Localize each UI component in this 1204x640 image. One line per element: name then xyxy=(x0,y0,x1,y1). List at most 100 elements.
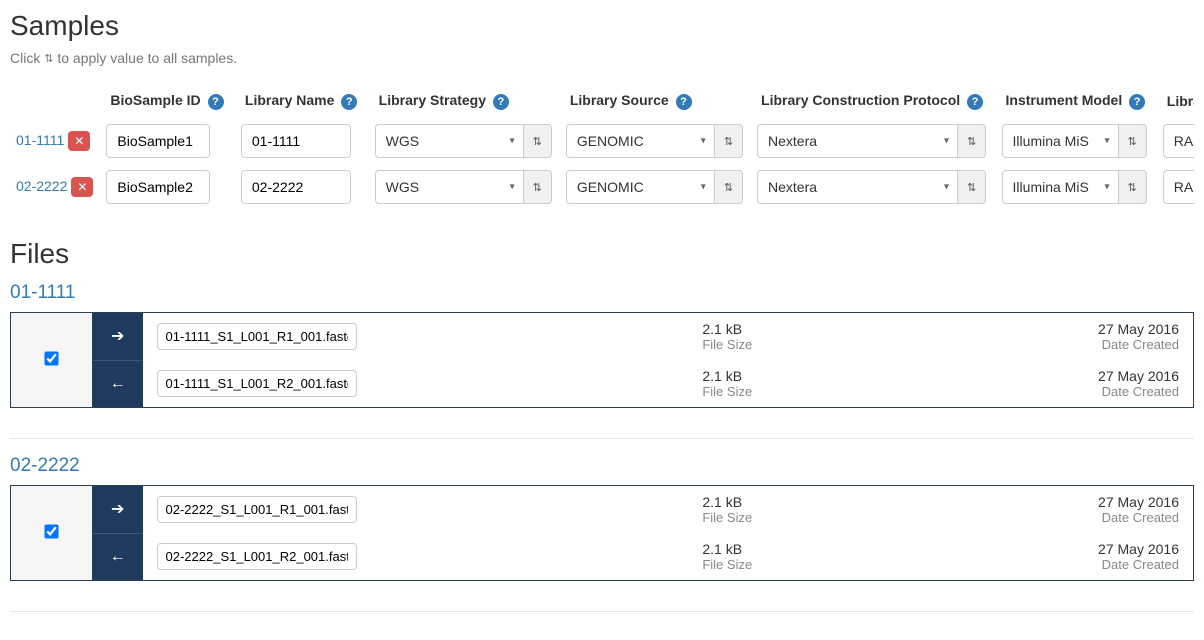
file-date-label: Date Created xyxy=(1098,337,1179,352)
samples-hint: Click ⇅ to apply value to all samples. xyxy=(10,50,1194,66)
hint-suffix: to apply value to all samples. xyxy=(53,50,237,66)
file-checkbox-cell xyxy=(11,313,93,408)
col-instrument-label: Instrument Model xyxy=(1006,92,1123,108)
file-row: ← 2.1 kB File Size 27 May 2016 Date Crea… xyxy=(11,533,1194,581)
protocol-select[interactable]: Nextera xyxy=(757,170,957,204)
files-table: ➔ 2.1 kB File Size 27 May 2016 Date Crea… xyxy=(10,312,1194,408)
help-icon[interactable]: ? xyxy=(208,94,224,110)
apply-all-button[interactable]: ⇅ xyxy=(957,170,986,204)
apply-all-icon: ⇅ xyxy=(44,52,53,65)
file-size-meta: 2.1 kB File Size xyxy=(702,541,752,572)
source-select[interactable]: GENOMIC xyxy=(566,170,714,204)
col-protocol-label: Library Construction Protocol xyxy=(761,92,960,108)
help-icon[interactable]: ? xyxy=(1129,94,1145,110)
col-protocol: Library Construction Protocol ? xyxy=(751,84,996,118)
arrow-left-icon: ← xyxy=(93,360,143,408)
col-libname: Library Name ? xyxy=(235,84,369,118)
libname-input[interactable] xyxy=(241,170,351,204)
file-date-meta: 27 May 2016 Date Created xyxy=(1098,494,1179,525)
file-name-input[interactable] xyxy=(157,370,357,397)
file-date-meta: 27 May 2016 Date Created xyxy=(1098,541,1179,572)
samples-title: Samples xyxy=(10,10,1194,42)
col-instrument: Instrument Model ? xyxy=(996,84,1157,118)
apply-all-button[interactable]: ⇅ xyxy=(523,170,552,204)
file-size-value: 2.1 kB xyxy=(702,321,752,337)
table-row: 01-1111✕ WGS ⇅ GENOMIC ⇅ Nextera ⇅ Illum… xyxy=(10,118,1194,164)
group-separator xyxy=(10,438,1194,439)
file-size-value: 2.1 kB xyxy=(702,368,752,384)
hint-prefix: Click xyxy=(10,50,44,66)
samples-table-scroll[interactable]: BioSample ID ? Library Name ? Library St… xyxy=(10,84,1194,214)
libselect-select[interactable]: RA xyxy=(1163,170,1194,204)
group-separator xyxy=(10,611,1194,612)
col-strategy-label: Library Strategy xyxy=(379,92,486,108)
source-select[interactable]: GENOMIC xyxy=(566,124,714,158)
sample-link[interactable]: 01-1111 xyxy=(16,132,64,148)
arrow-right-icon: ➔ xyxy=(93,486,143,534)
col-strategy: Library Strategy ? xyxy=(369,84,560,118)
file-row: ➔ 2.1 kB File Size 27 May 2016 Date Crea… xyxy=(11,486,1194,534)
file-checkbox[interactable] xyxy=(44,351,58,365)
col-source-label: Library Source xyxy=(570,92,669,108)
col-biosample-label: BioSample ID xyxy=(110,92,200,108)
file-date-label: Date Created xyxy=(1098,510,1179,525)
file-row: ← 2.1 kB File Size 27 May 2016 Date Crea… xyxy=(11,360,1194,408)
apply-all-button[interactable]: ⇅ xyxy=(714,170,743,204)
remove-button[interactable]: ✕ xyxy=(68,131,90,151)
biosample-input[interactable] xyxy=(106,124,210,158)
file-size-value: 2.1 kB xyxy=(702,541,752,557)
files-group-link[interactable]: 01-1111 xyxy=(10,282,76,304)
file-checkbox[interactable] xyxy=(44,524,58,538)
strategy-select[interactable]: WGS xyxy=(375,124,523,158)
col-source: Library Source ? xyxy=(560,84,751,118)
apply-all-button[interactable]: ⇅ xyxy=(957,124,986,158)
help-icon[interactable]: ? xyxy=(341,94,357,110)
remove-button[interactable]: ✕ xyxy=(71,177,93,197)
file-size-label: File Size xyxy=(702,510,752,525)
protocol-select[interactable]: Nextera xyxy=(757,124,957,158)
instrument-select[interactable]: Illumina MiS xyxy=(1002,124,1118,158)
sample-link[interactable]: 02-2222 xyxy=(16,178,67,194)
file-date-value: 27 May 2016 xyxy=(1098,541,1179,557)
file-size-meta: 2.1 kB File Size xyxy=(702,494,752,525)
file-size-label: File Size xyxy=(702,337,752,352)
libname-input[interactable] xyxy=(241,124,351,158)
arrow-left-icon: ← xyxy=(93,533,143,581)
file-size-label: File Size xyxy=(702,557,752,572)
file-date-meta: 27 May 2016 Date Created xyxy=(1098,321,1179,352)
file-date-meta: 27 May 2016 Date Created xyxy=(1098,368,1179,399)
file-checkbox-cell xyxy=(11,486,93,581)
apply-all-button[interactable]: ⇅ xyxy=(1118,170,1147,204)
help-icon[interactable]: ? xyxy=(676,94,692,110)
file-date-value: 27 May 2016 xyxy=(1098,321,1179,337)
libselect-select[interactable]: RA xyxy=(1163,124,1194,158)
file-name-input[interactable] xyxy=(157,323,357,350)
file-name-input[interactable] xyxy=(157,496,357,523)
apply-all-button[interactable]: ⇅ xyxy=(523,124,552,158)
file-date-label: Date Created xyxy=(1098,557,1179,572)
apply-all-button[interactable]: ⇅ xyxy=(1118,124,1147,158)
file-date-value: 27 May 2016 xyxy=(1098,368,1179,384)
file-size-meta: 2.1 kB File Size xyxy=(702,321,752,352)
help-icon[interactable]: ? xyxy=(493,94,509,110)
col-libselect: Libra xyxy=(1157,84,1194,118)
col-libname-label: Library Name xyxy=(245,92,334,108)
apply-all-button[interactable]: ⇅ xyxy=(714,124,743,158)
samples-table: BioSample ID ? Library Name ? Library St… xyxy=(10,84,1194,210)
file-size-label: File Size xyxy=(702,384,752,399)
file-row: ➔ 2.1 kB File Size 27 May 2016 Date Crea… xyxy=(11,313,1194,361)
file-date-label: Date Created xyxy=(1098,384,1179,399)
file-size-meta: 2.1 kB File Size xyxy=(702,368,752,399)
help-icon[interactable]: ? xyxy=(967,94,983,110)
arrow-right-icon: ➔ xyxy=(93,313,143,361)
file-size-value: 2.1 kB xyxy=(702,494,752,510)
biosample-input[interactable] xyxy=(106,170,210,204)
files-table: ➔ 2.1 kB File Size 27 May 2016 Date Crea… xyxy=(10,485,1194,581)
strategy-select[interactable]: WGS xyxy=(375,170,523,204)
col-biosample: BioSample ID ? xyxy=(100,84,235,118)
file-name-input[interactable] xyxy=(157,543,357,570)
files-group-link[interactable]: 02-2222 xyxy=(10,455,80,477)
file-date-value: 27 May 2016 xyxy=(1098,494,1179,510)
col-libselect-label: Libra xyxy=(1167,93,1194,109)
instrument-select[interactable]: Illumina MiS xyxy=(1002,170,1118,204)
